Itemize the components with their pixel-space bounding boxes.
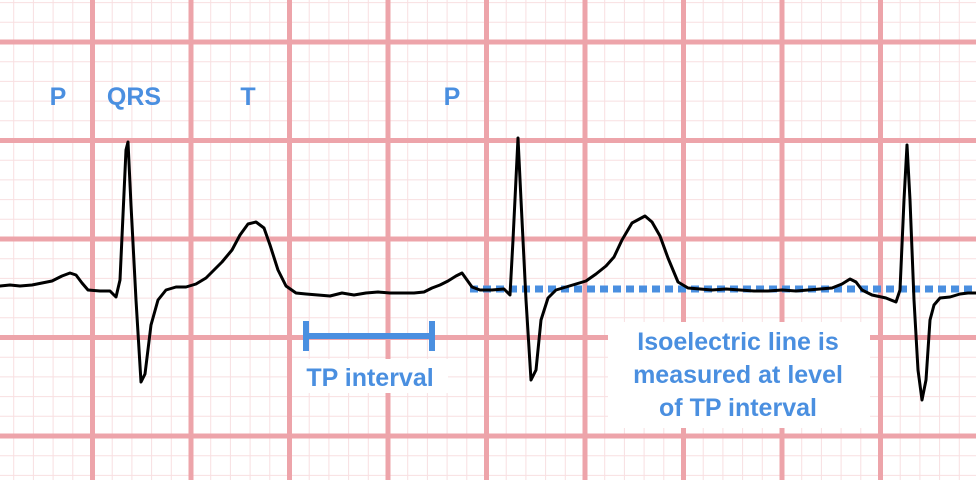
tp-interval-label-bg: [292, 359, 448, 393]
tp-interval-label: TP interval: [306, 364, 433, 392]
label-p-second: P: [444, 83, 461, 111]
isoelectric-note-line-2: measured at level: [633, 361, 843, 389]
label-p-first: P: [50, 83, 67, 111]
isoelectric-note-bg: [608, 322, 870, 428]
isoelectric-note-line-3: of TP interval: [659, 394, 817, 422]
ecg-trace: [0, 136, 976, 402]
label-qrs: QRS: [107, 83, 161, 111]
tp-interval-bracket: [303, 321, 435, 351]
label-t: T: [240, 83, 255, 111]
isoelectric-note-line-1: Isoelectric line is: [637, 328, 839, 356]
